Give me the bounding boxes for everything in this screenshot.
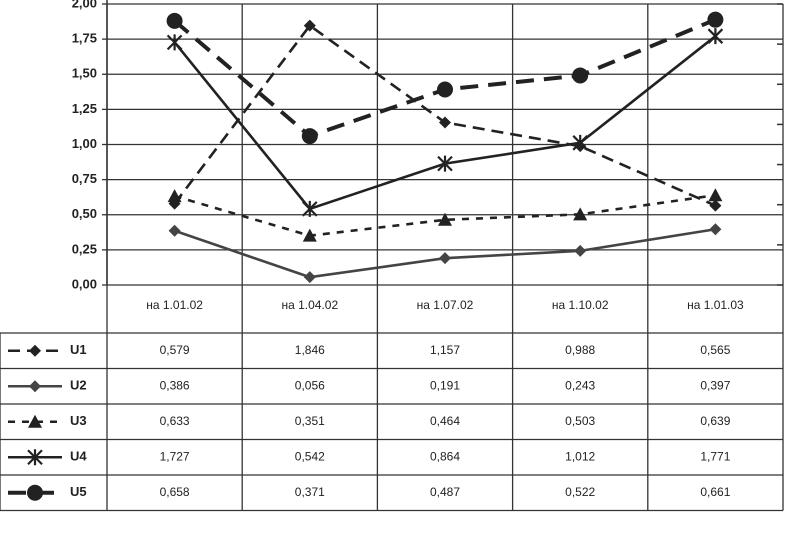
marker — [439, 252, 451, 265]
y-tick-label: 1,00 — [72, 136, 97, 151]
marker — [27, 449, 43, 466]
marker — [167, 189, 182, 203]
marker — [437, 81, 453, 98]
marker — [166, 34, 183, 51]
table-cell: 0,864 — [430, 449, 460, 463]
marker — [707, 11, 724, 28]
table-cell: 1,771 — [700, 449, 730, 463]
y-tick-label: 1,25 — [72, 101, 97, 116]
table-cell: 0,487 — [430, 485, 460, 499]
x-tick-label: на 1.01.03 — [687, 298, 744, 312]
marker — [29, 344, 41, 357]
table-cell: 1,727 — [160, 449, 190, 463]
table-cell: 0,565 — [700, 343, 730, 357]
marker — [168, 224, 181, 237]
table-cell: 1,846 — [295, 343, 325, 357]
marker — [437, 155, 453, 172]
marker — [439, 116, 451, 129]
marker — [572, 67, 589, 84]
marker — [302, 228, 317, 242]
y-tick-label: 0,25 — [72, 241, 97, 256]
marker — [708, 188, 723, 202]
marker — [707, 28, 724, 45]
table-cell: 0,351 — [295, 414, 325, 428]
legend-label: U2 — [70, 378, 87, 393]
legend-label: U4 — [70, 449, 87, 464]
marker — [572, 134, 588, 151]
table-cell: 0,243 — [565, 378, 595, 392]
marker — [573, 207, 588, 221]
table-cell: 0,503 — [565, 414, 595, 428]
legend-label: U1 — [70, 342, 87, 357]
table-cell: 0,579 — [160, 343, 190, 357]
x-tick-label: на 1.07.02 — [417, 298, 474, 312]
table-cell: 1,012 — [565, 449, 595, 463]
marker — [301, 128, 318, 145]
y-tick-label: 0,00 — [72, 276, 97, 291]
marker — [303, 271, 316, 284]
table-cell: 0,633 — [160, 414, 190, 428]
marker — [302, 200, 318, 217]
table-cell: 0,639 — [700, 414, 730, 428]
table-cell: 0,522 — [565, 485, 595, 499]
y-tick-label: 2,00 — [72, 0, 97, 10]
y-tick-label: 0,50 — [72, 206, 97, 221]
marker — [709, 199, 722, 212]
x-tick-label: на 1.01.02 — [146, 298, 203, 312]
table-cell: 0,464 — [430, 414, 460, 428]
y-tick-label: 0,75 — [72, 171, 97, 186]
table-cell: 0,658 — [160, 485, 190, 499]
table-cell: 0,542 — [295, 449, 325, 463]
marker — [29, 380, 41, 393]
table-cell: 0,191 — [430, 378, 460, 392]
table-cell: 1,157 — [430, 343, 460, 357]
y-tick-label: 1,50 — [72, 66, 97, 81]
x-tick-label: на 1.10.02 — [552, 298, 609, 312]
legend-label: U3 — [70, 413, 87, 428]
marker — [166, 12, 183, 29]
marker — [303, 19, 316, 32]
marker — [27, 484, 43, 501]
marker — [438, 212, 452, 226]
table-cell: 0,371 — [295, 485, 325, 499]
table-cell: 0,661 — [700, 485, 730, 499]
marker — [709, 223, 722, 236]
table-cell: 0,988 — [565, 343, 595, 357]
x-tick-label: на 1.04.02 — [281, 298, 338, 312]
y-tick-label: 1,75 — [72, 31, 97, 46]
table-cell: 0,056 — [295, 378, 325, 392]
marker — [28, 414, 42, 428]
table-cell: 0,397 — [700, 378, 730, 392]
legend-label: U5 — [70, 484, 87, 499]
table-cell: 0,386 — [160, 378, 190, 392]
marker — [574, 244, 587, 257]
